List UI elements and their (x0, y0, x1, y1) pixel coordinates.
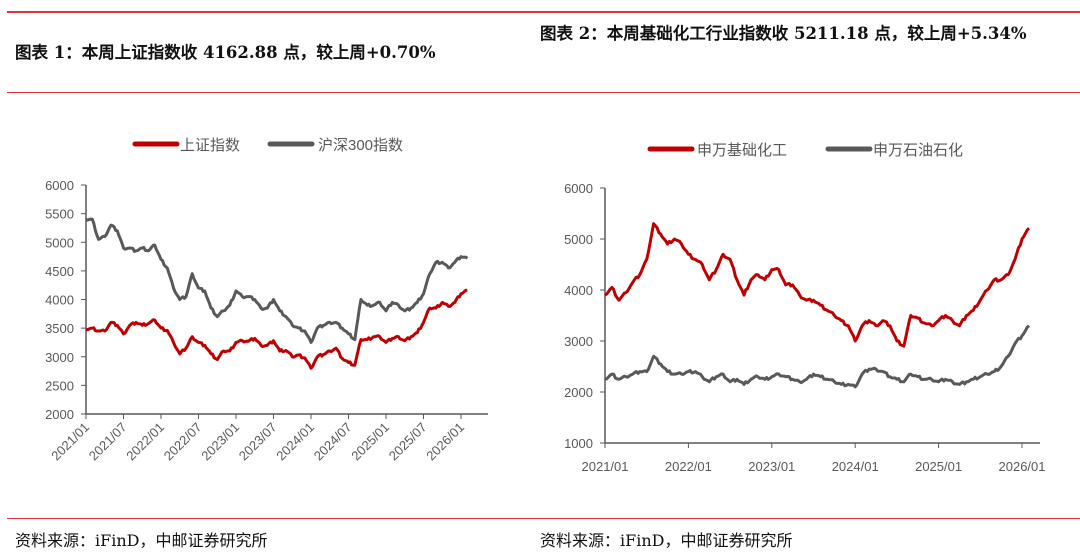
x-tick-label: 2026/01 (999, 459, 1046, 474)
y-tick-label: 2000 (564, 385, 593, 400)
x-tick-label: 2022/01 (665, 459, 712, 474)
chart2-title: 图表 2：本周基础化工行业指数收 5211.18 点，较上周+5.34% (540, 24, 1027, 43)
x-tick-label: 2026/01 (423, 420, 467, 464)
y-tick-label: 2000 (45, 407, 74, 422)
x-tick-label: 2022/07 (161, 420, 205, 464)
chart1-source: 资料来源：iFinD，中邮证券研究所 (15, 531, 268, 550)
x-tick-label: 2024/01 (273, 420, 317, 464)
bottom-divider (7, 518, 1080, 519)
y-tick-label: 4000 (45, 293, 74, 308)
y-tick-label: 6000 (564, 181, 593, 196)
y-tick-label: 2500 (45, 378, 74, 393)
legend-label: 沪深300指数 (318, 137, 403, 154)
x-tick-label: 2023/07 (236, 420, 280, 464)
x-tick-label: 2021/07 (86, 420, 130, 464)
y-tick-label: 3000 (564, 334, 593, 349)
y-tick-label: 3000 (45, 350, 74, 365)
series-line-上证指数 (85, 288, 468, 370)
x-tick-label: 2023/01 (748, 459, 795, 474)
series-line-申万基础化工 (604, 222, 1031, 348)
x-tick-label: 2024/07 (311, 420, 355, 464)
x-tick-label: 2024/01 (832, 459, 879, 474)
x-tick-label: 2025/01 (915, 459, 962, 474)
x-tick-label: 2021/01 (582, 459, 629, 474)
x-tick-label: 2025/01 (348, 420, 392, 464)
y-tick-label: 5000 (564, 232, 593, 247)
x-tick-label: 2025/07 (386, 420, 430, 464)
x-tick-label: 2023/01 (198, 420, 242, 464)
y-tick-label: 5000 (45, 235, 74, 250)
y-tick-label: 4000 (564, 283, 593, 298)
series-line-沪深300指数 (85, 217, 469, 344)
legend-label: 申万基础化工 (697, 142, 787, 159)
y-tick-label: 4500 (45, 264, 74, 279)
chart2-source: 资料来源：iFinD，中邮证券研究所 (540, 531, 793, 550)
legend-label: 申万石油石化 (873, 142, 963, 159)
x-tick-label: 2022/01 (123, 420, 167, 464)
series-line-申万石油石化 (604, 324, 1031, 389)
title-divider (7, 92, 1080, 93)
legend-label: 上证指数 (180, 137, 240, 154)
y-tick-label: 6000 (45, 178, 74, 193)
top-divider (7, 11, 1080, 13)
y-tick-label: 5500 (45, 207, 74, 222)
x-tick-label: 2021/01 (48, 420, 92, 464)
y-tick-label: 1000 (564, 436, 593, 451)
y-tick-label: 3500 (45, 321, 74, 336)
chart1-title: 图表 1：本周上证指数收 4162.88 点，较上周+0.70% (15, 43, 436, 62)
